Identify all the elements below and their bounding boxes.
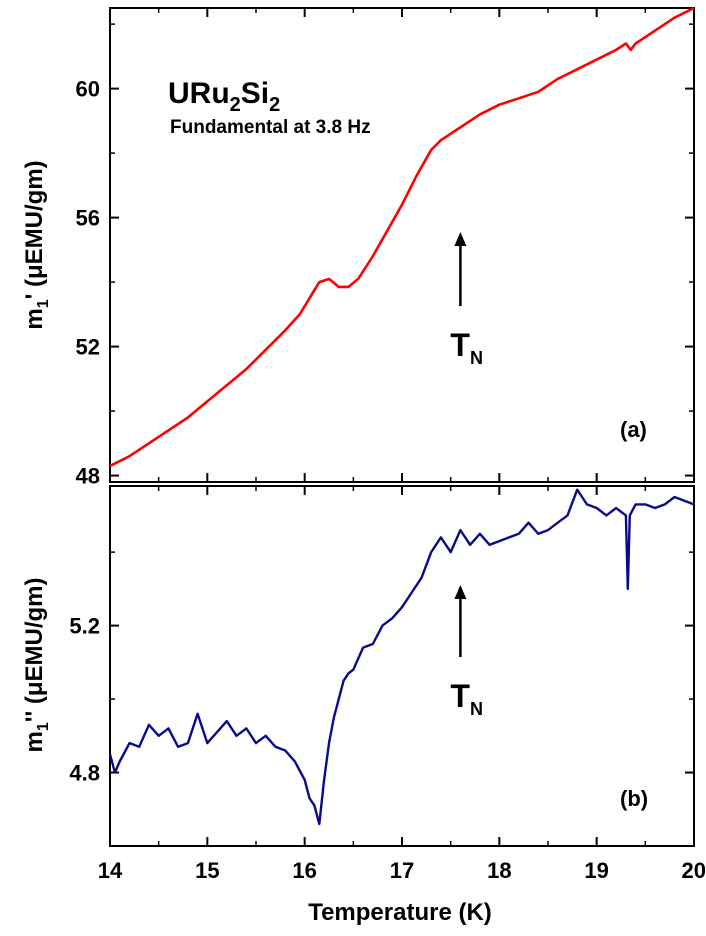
panel-a-y-axis-title: m1' (μEMU/gm) xyxy=(21,160,52,329)
x-tick-label: 16 xyxy=(292,858,316,883)
y-tick-label: 60 xyxy=(76,77,100,102)
x-tick-label: 14 xyxy=(98,858,123,883)
panel-b-label: (b) xyxy=(620,786,648,811)
panel-b-frame xyxy=(109,485,695,847)
arrow-head xyxy=(454,585,467,599)
x-tick-label: 19 xyxy=(584,858,608,883)
x-tick-label: 20 xyxy=(682,858,706,883)
arrow-head xyxy=(454,232,467,246)
panel-b-ticks xyxy=(109,486,695,846)
panel-a: 48 52 56 60 URu2Si2 Fundamental at 3.8 Hz (… xyxy=(21,6,695,489)
panel-a-label: (a) xyxy=(620,417,647,442)
panel-b-series-line xyxy=(108,488,695,826)
x-tick-label: 18 xyxy=(487,858,511,883)
panel-a-y-tick-labels: 48 52 56 60 xyxy=(76,77,100,489)
y-tick-label: 52 xyxy=(76,335,100,360)
y-tick-label: 48 xyxy=(76,464,100,489)
panel-b-tn-arrow xyxy=(454,585,467,657)
x-tick-label: 17 xyxy=(390,858,414,883)
x-tick-label: 15 xyxy=(195,858,219,883)
y-tick-label: 4.8 xyxy=(69,761,100,786)
y-tick-label: 56 xyxy=(76,206,100,231)
panel-a-title: URu2Si2 xyxy=(168,77,280,116)
panel-b: 4.8 5.2 14 15 16 17 18 19 20 (b) TN m1'' (μEMU/… xyxy=(21,485,706,926)
panel-a-tn-arrow xyxy=(454,232,467,306)
y-tick-label: 5.2 xyxy=(69,614,100,639)
panel-b-tn-label: TN xyxy=(450,678,483,719)
panel-b-y-axis-title: m1'' (μEMU/gm) xyxy=(21,578,52,753)
panel-a-ticks xyxy=(109,8,695,482)
panel-b-x-tick-labels: 14 15 16 17 18 19 20 xyxy=(98,858,706,883)
panel-a-series-line xyxy=(109,6,695,468)
x-axis-title: Temperature (K) xyxy=(308,899,492,926)
panel-a-subtitle: Fundamental at 3.8 Hz xyxy=(170,117,371,138)
panel-b-y-tick-labels: 4.8 5.2 xyxy=(69,614,100,786)
panel-a-tn-label: TN xyxy=(450,327,483,368)
